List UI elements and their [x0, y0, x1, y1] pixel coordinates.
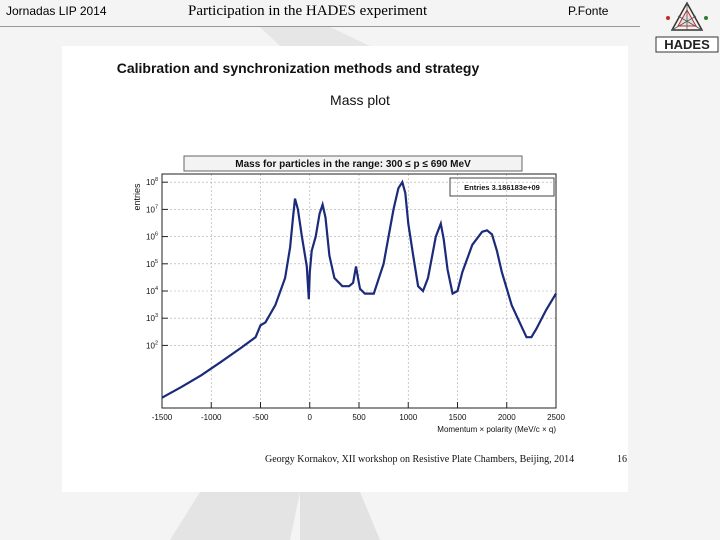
header-event-name: Jornadas LIP 2014 [6, 4, 107, 18]
header-title: Participation in the HADES experiment [188, 3, 428, 19]
slide-footer: Georgy Kornakov, XII workshop on Resisti… [265, 454, 575, 465]
header-divider [0, 26, 640, 27]
slide-title: Calibration and synchronization methods … [116, 60, 480, 76]
hades-logo-text: HADES [664, 37, 710, 52]
hades-logo-mark-icon [666, 1, 708, 31]
hades-logo: HADES [655, 1, 719, 53]
slide-subtitle: Mass plot [330, 92, 390, 108]
header-author: P.Fonte [568, 4, 609, 18]
slide-panel [62, 46, 628, 492]
page-number: 16 [617, 454, 627, 465]
